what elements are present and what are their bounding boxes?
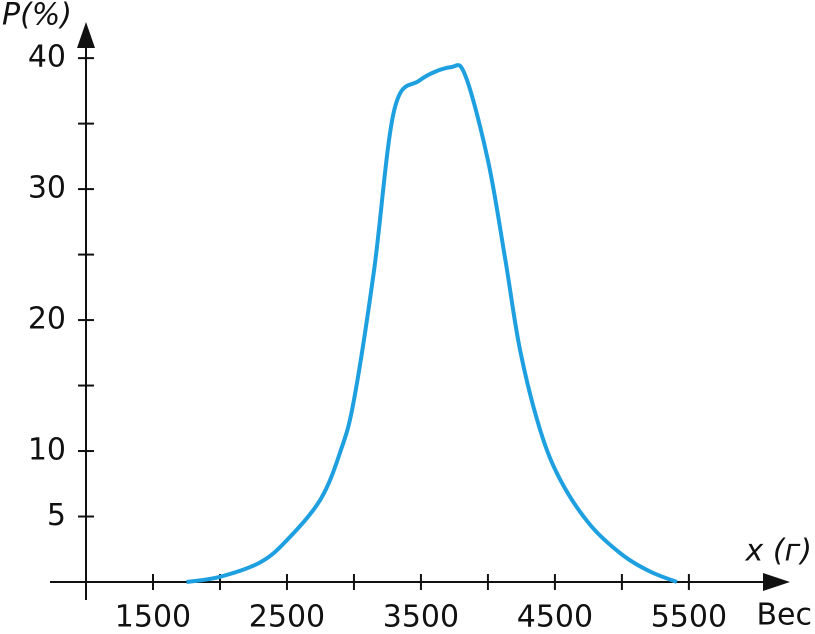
y-tick-label: 40 [28,40,66,75]
x-tick-label: 3500 [383,600,459,634]
x-tick-label: 4500 [517,600,593,634]
y-arrow [77,22,95,48]
y-tick-label: 5 [47,498,66,533]
x-tick-label: 2500 [249,600,325,634]
x-axis-label: x (г) [745,534,812,569]
y-axis-label: P(%) [2,0,72,33]
y-tick-label: 20 [28,302,66,337]
y-tick-label: 10 [28,433,66,468]
x-arrow [763,573,790,591]
y-tick-label: 30 [28,171,66,206]
x-axis-name: Вес [756,598,812,633]
x-tick-label: 5500 [651,600,727,634]
curve [186,63,678,584]
x-tick-label: 1500 [115,600,191,634]
